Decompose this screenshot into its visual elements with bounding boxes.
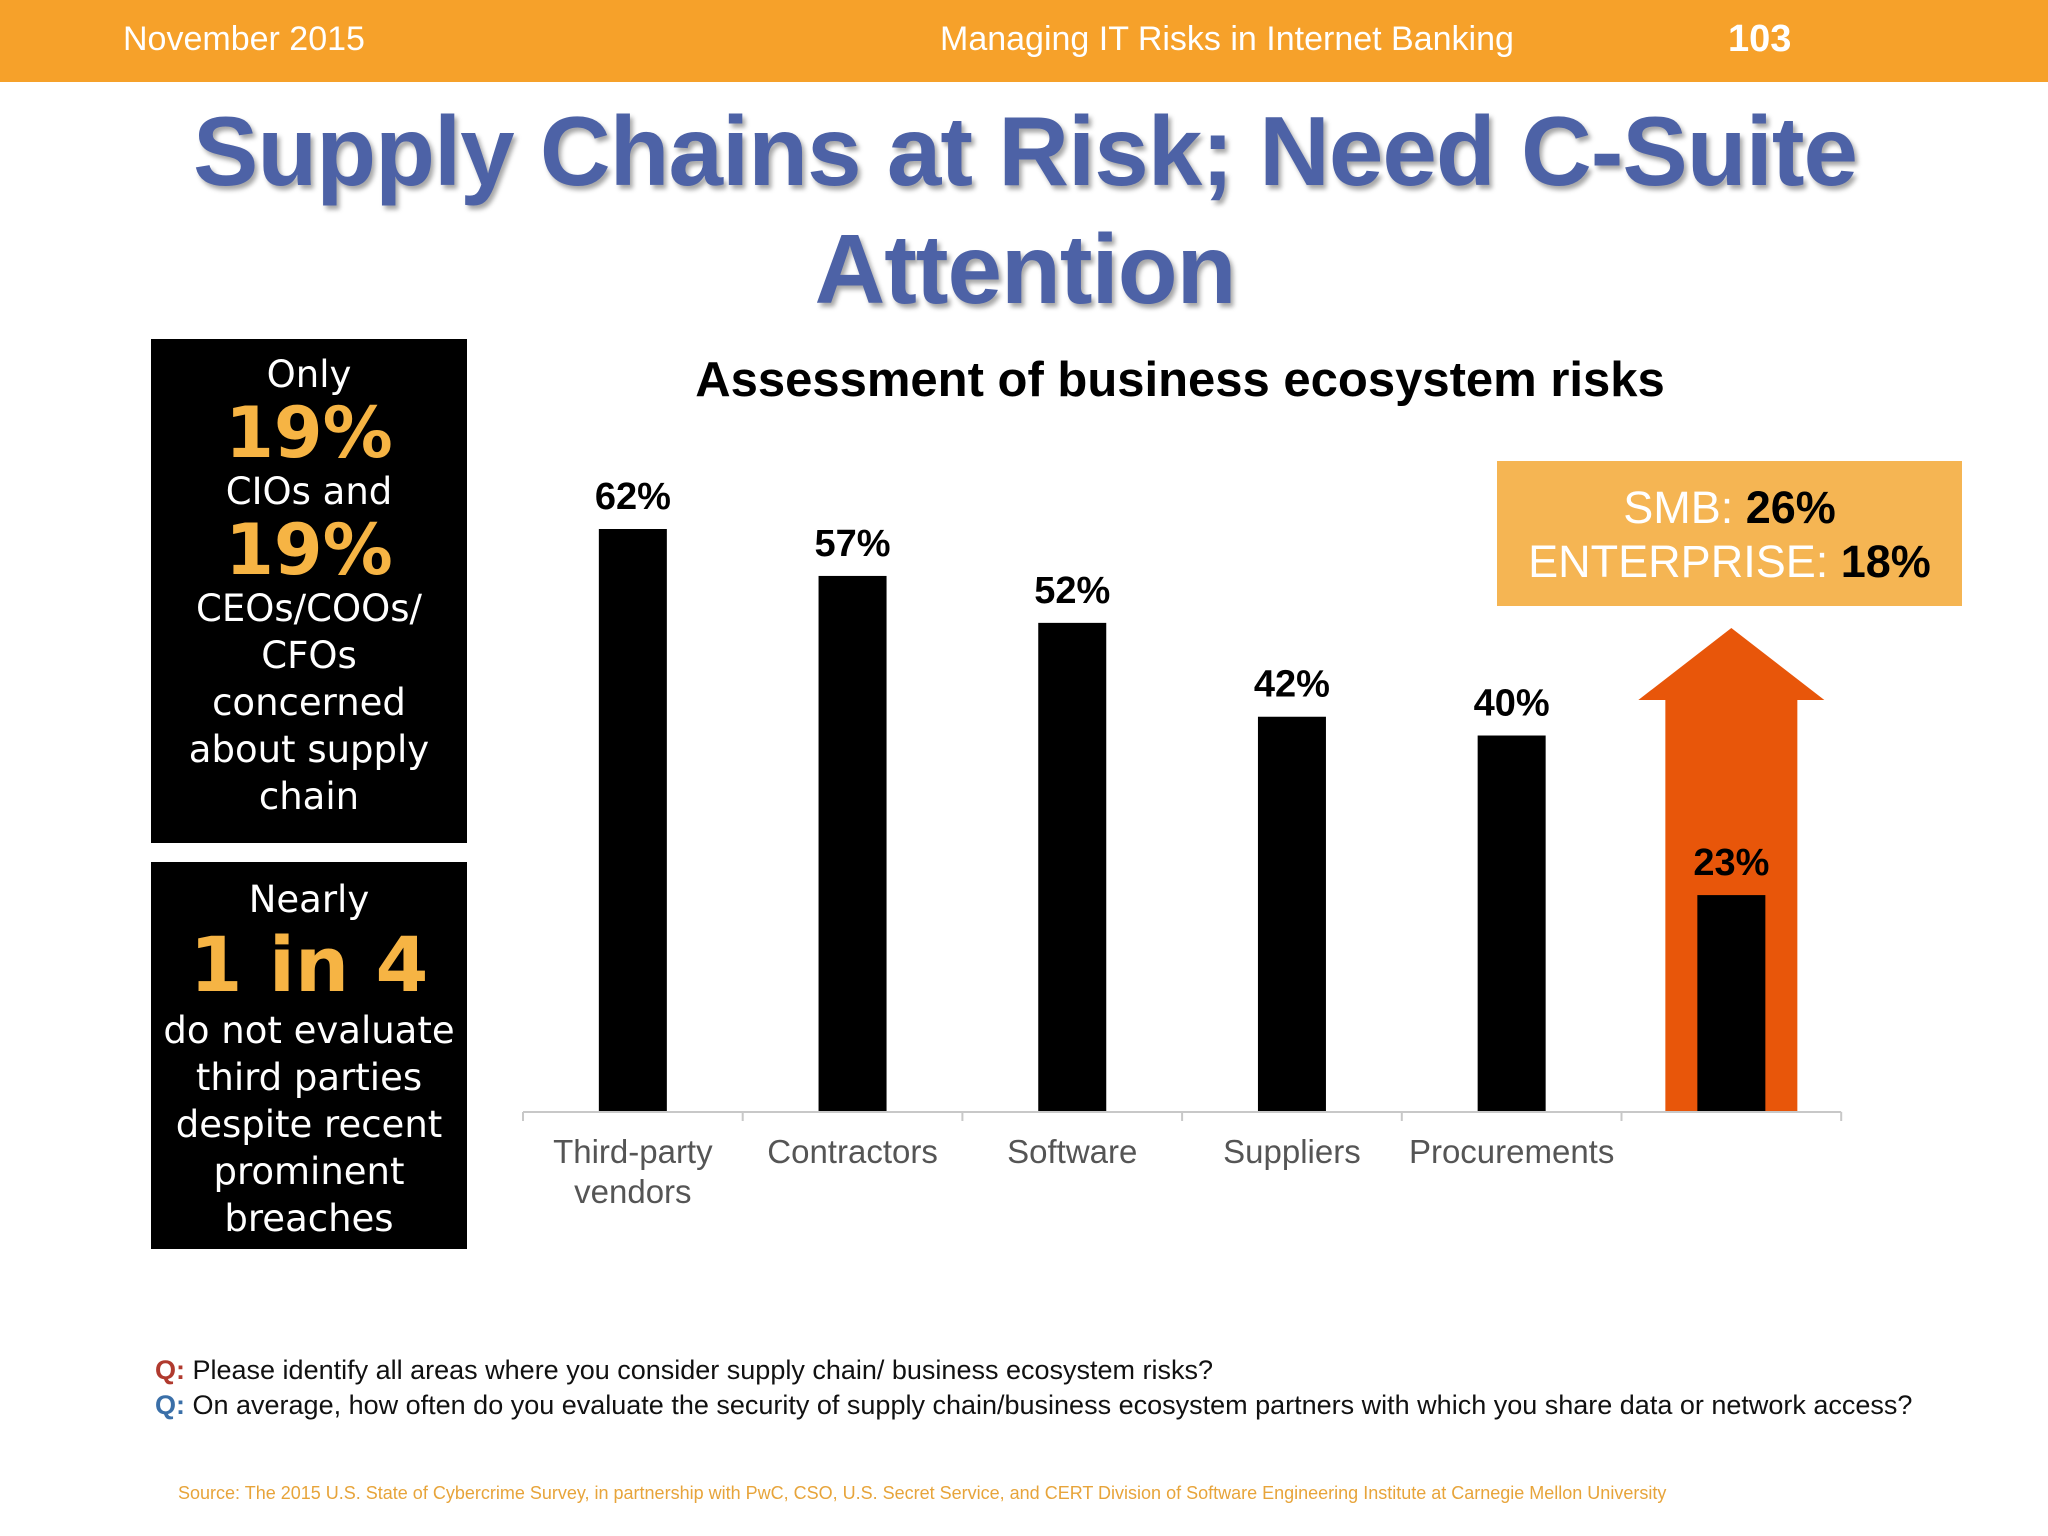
stat-box-text: third parties xyxy=(195,1056,423,1099)
x-tick-label: Third-party xyxy=(553,1133,713,1170)
question-1: Q: Please identify all areas where you c… xyxy=(155,1355,1213,1386)
stat-box-cio: Only 19% CIOs and 19% CEOs/COOs/ CFOs co… xyxy=(151,339,467,843)
slide-title: Supply Chains at Risk; Need C-Suite Atte… xyxy=(193,96,1858,324)
stat-box-text: prominent xyxy=(213,1150,405,1193)
bar-value-label: 57% xyxy=(815,523,891,565)
bar xyxy=(1697,895,1766,1111)
stat-box-text: CFOs xyxy=(261,634,357,677)
callout-smb-value: 26% xyxy=(1745,482,1836,533)
bar xyxy=(1038,622,1107,1111)
question-marker: Q: xyxy=(155,1355,185,1385)
stat-box-text: do not evaluate xyxy=(163,1009,455,1052)
stat-box-text: breaches xyxy=(224,1197,394,1240)
header-bar: November 2015 Managing IT Risks in Inter… xyxy=(0,0,2048,82)
stat-value: 19% xyxy=(225,392,393,474)
stat-box-text: about supply xyxy=(188,728,430,771)
bar xyxy=(598,529,667,1111)
bar-value-label: 52% xyxy=(1034,570,1110,612)
question-marker: Q: xyxy=(155,1390,185,1420)
callout-enterprise-label: ENTERPRISE: xyxy=(1528,536,1841,587)
header-course-title: Managing IT Risks in Internet Banking xyxy=(940,20,1514,58)
question-text: Please identify all areas where you cons… xyxy=(185,1355,1214,1385)
x-tick-label: Software xyxy=(1007,1133,1137,1170)
stat-box-text: Nearly xyxy=(248,878,370,921)
stat-box-text: CEOs/COOs/ xyxy=(196,587,422,630)
page-number: 103 xyxy=(1728,18,1792,60)
chart-title: Assessment of business ecosystem risks xyxy=(695,353,1665,407)
bar-value-label: 42% xyxy=(1254,664,1330,706)
bar xyxy=(1257,716,1326,1111)
stat-box-text: chain xyxy=(258,775,360,818)
x-tick-label: Contractors xyxy=(767,1133,938,1170)
stat-box-text: despite recent xyxy=(175,1103,443,1146)
callout-enterprise-value: 18% xyxy=(1840,536,1931,587)
x-tick-label: Procurements xyxy=(1409,1133,1614,1170)
question-text: On average, how often do you evaluate th… xyxy=(185,1390,1913,1420)
bar-value-label: 40% xyxy=(1474,683,1550,725)
bar xyxy=(818,575,887,1111)
stat-value: 1 in 4 xyxy=(189,920,429,1009)
source-citation: Source: The 2015 U.S. State of Cybercrim… xyxy=(178,1483,1667,1503)
stat-box-text: CIOs and xyxy=(225,470,393,513)
smb-enterprise-callout: SMB: 26% ENTERPRISE: 18% xyxy=(1497,461,1962,606)
stat-box-text: concerned xyxy=(212,681,406,724)
stat-box-third-parties: Nearly 1 in 4 do not evaluate third part… xyxy=(151,862,467,1249)
x-tick-label: vendors xyxy=(574,1173,691,1210)
callout-smb-line: SMB: 26% xyxy=(1497,481,1962,535)
callout-smb-label: SMB: xyxy=(1623,482,1746,533)
highlight-arrow xyxy=(1638,628,1825,1111)
bar-value-label: 23% xyxy=(1693,842,1769,884)
bar-value-label: 62% xyxy=(595,476,671,518)
stat-value: 19% xyxy=(225,509,393,591)
stat-box-text: Only xyxy=(266,353,352,396)
callout-enterprise-line: ENTERPRISE: 18% xyxy=(1497,535,1962,589)
question-2: Q: On average, how often do you evaluate… xyxy=(155,1390,1912,1421)
x-tick-label: Suppliers xyxy=(1223,1133,1361,1170)
bar xyxy=(1477,735,1546,1111)
header-date: November 2015 xyxy=(123,20,365,58)
